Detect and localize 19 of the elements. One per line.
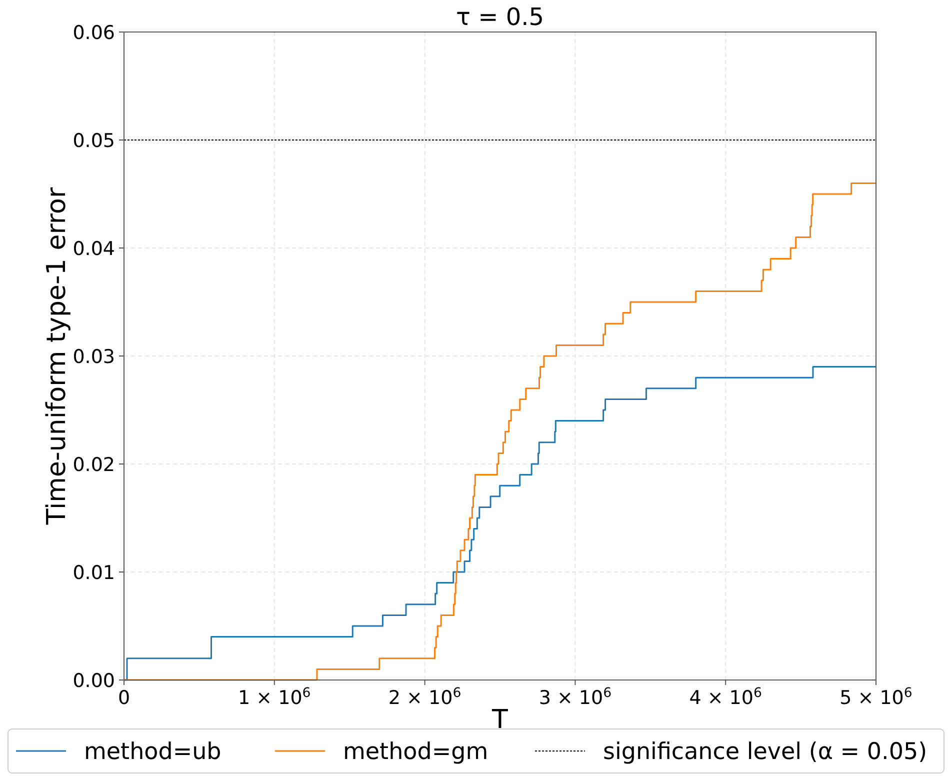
x-tick-label: 0 <box>118 687 130 709</box>
y-tick-label: 0.00 <box>72 670 115 692</box>
legend-label: method=gm <box>343 739 488 765</box>
legend-label: significance level (α = 0.05) <box>603 739 928 765</box>
y-tick-label: 0.03 <box>72 346 115 368</box>
x-axis-title: T <box>491 705 508 735</box>
chart-title: τ = 0.5 <box>456 3 544 31</box>
y-tick-label: 0.01 <box>72 562 115 584</box>
x-tick-label: 4 × 10$^{6}$ <box>689 686 762 709</box>
x-tick-label: 1 × 10$^{6}$ <box>238 686 311 709</box>
legend-label: method=ub <box>84 739 222 765</box>
y-tick-label: 0.05 <box>72 130 115 152</box>
y-axis-title: Time-uniform type-1 error <box>42 187 72 526</box>
y-tick-label: 0.06 <box>72 22 115 44</box>
x-tick-label: 3 × 10$^{6}$ <box>538 686 612 709</box>
y-tick-label: 0.04 <box>72 238 115 260</box>
x-tick-label: 5 × 10$^{6}$ <box>840 686 912 709</box>
x-tick-label: 2 × 10$^{6}$ <box>388 686 462 709</box>
y-tick-label: 0.02 <box>72 454 115 476</box>
